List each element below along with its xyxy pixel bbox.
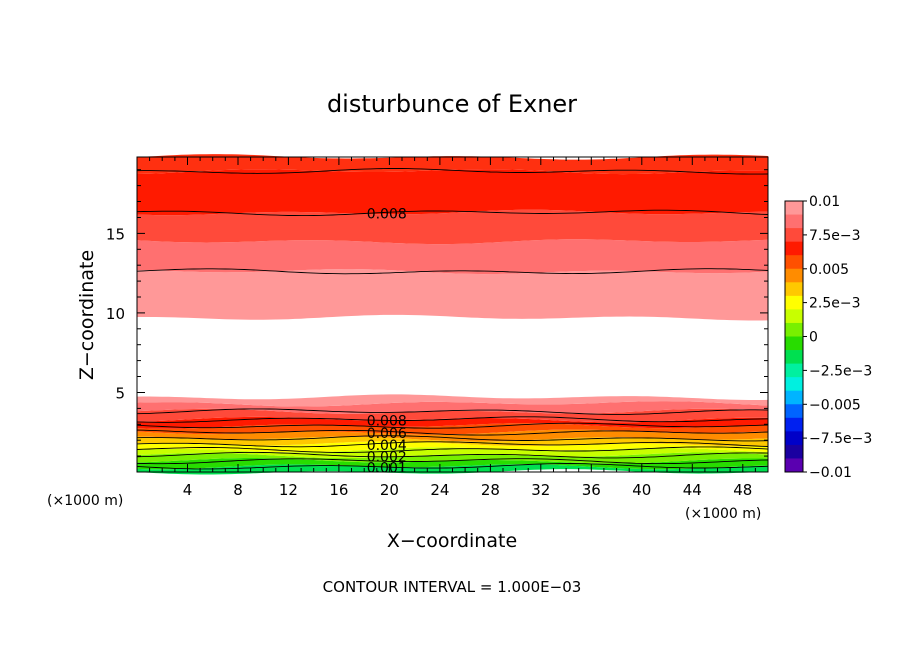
x-tick-label: 12 <box>279 481 298 499</box>
colorbar-swatch <box>785 282 803 297</box>
contour-line <box>136 422 769 429</box>
colorbar-swatch <box>785 404 803 419</box>
colorbar-swatch <box>785 322 803 337</box>
colorbar-swatch <box>785 214 803 229</box>
x-tick-label: 24 <box>430 481 449 499</box>
colorbar: 0.01 7.5e−3 0.005 2.5e−3 0 −2.5e−3 −0.005 −7.5e… <box>784 194 872 481</box>
x-tick-label: 44 <box>683 481 702 499</box>
colorbar-label: 0.005 <box>809 262 849 278</box>
x-tick-label: 32 <box>531 481 550 499</box>
contour-line <box>136 168 769 175</box>
colorbar-label: −2.5e−3 <box>809 363 872 379</box>
contour-line <box>136 268 769 275</box>
colorbar-label: −7.5e−3 <box>809 431 872 447</box>
colorbar-label: 2.5e−3 <box>809 296 861 312</box>
contour-line <box>136 429 769 436</box>
colorbar-swatch <box>785 350 803 364</box>
contour-band <box>137 452 768 464</box>
contour-band <box>137 169 768 216</box>
x-unit-left: (×1000 m) <box>47 493 123 509</box>
colorbar-swatch <box>785 458 803 473</box>
contour-band <box>137 441 768 453</box>
x-tick-label: 16 <box>329 481 348 499</box>
y-axis: 5 10 15 <box>106 169 768 457</box>
colorbar-swatch <box>785 241 803 256</box>
contour-label: 0.008 <box>367 207 407 223</box>
colorbar-swatch <box>785 417 803 432</box>
colorbar-swatch <box>785 295 803 310</box>
contour-line <box>136 408 769 415</box>
colorbar-label: 0.01 <box>809 194 840 210</box>
contour-band <box>137 394 768 407</box>
colorbar-label: −0.005 <box>809 397 861 413</box>
contour-band <box>137 429 768 442</box>
y-tick-label: 5 <box>115 385 125 403</box>
contour-label: 0.008 <box>367 414 407 430</box>
contour-label: 0.002 <box>367 449 407 465</box>
contour-line <box>136 446 769 453</box>
colorbar-label: 0 <box>809 330 818 346</box>
contour-band <box>137 154 768 175</box>
x-tick-label: 20 <box>380 481 399 499</box>
x-tick-label: 4 <box>183 481 193 499</box>
contour-line <box>136 416 769 423</box>
x-tick-label: 8 <box>233 481 243 499</box>
contour-band <box>137 408 768 423</box>
contour-line <box>136 463 769 470</box>
colorbar-swatch <box>785 363 803 378</box>
x-axis: 4 8 12 16 20 24 28 32 36 40 44 48 <box>149 157 756 499</box>
y-tick-label: 10 <box>106 305 125 323</box>
contour-line <box>136 458 769 465</box>
x-tick-label: 36 <box>582 481 601 499</box>
colorbar-label: −0.01 <box>809 465 852 481</box>
contour-band <box>137 458 768 470</box>
colorbar-swatch <box>785 336 803 351</box>
x-tick-label: 48 <box>733 481 752 499</box>
contour-label: 0.004 <box>367 438 407 454</box>
contour-band <box>137 416 768 429</box>
contour-lines <box>136 168 769 470</box>
colorbar-swatch <box>785 444 803 459</box>
contour-line <box>136 441 769 448</box>
colorbar-swatch <box>785 228 803 243</box>
x-tick-label: 40 <box>632 481 651 499</box>
colorbar-label: 7.5e−3 <box>809 228 861 244</box>
contour-band <box>137 401 768 414</box>
colorbar-swatch <box>785 255 803 270</box>
contour-band <box>137 209 768 245</box>
contour-label: 0.006 <box>367 426 407 442</box>
contour-line <box>136 451 769 459</box>
y-tick-label: 15 <box>106 225 125 243</box>
contour-line <box>136 435 769 442</box>
colorbar-swatch <box>785 201 803 215</box>
y-axis-label: Z−coordinate <box>76 250 98 380</box>
x-tick-label: 28 <box>481 481 500 499</box>
contour-interval-note: CONTOUR INTERVAL = 1.000E−03 <box>323 578 582 596</box>
colorbar-swatch <box>785 268 803 283</box>
contour-line <box>136 209 769 217</box>
contour-band <box>137 239 768 275</box>
colorbar-swatch <box>785 390 803 405</box>
x-axis-label: X−coordinate <box>387 530 517 552</box>
contour-band <box>137 269 768 321</box>
colorbar-swatch <box>785 377 803 392</box>
colorbar-swatch <box>785 431 803 446</box>
chart-title: disturbunce of Exner <box>327 90 577 118</box>
x-unit-right: (×1000 m) <box>685 506 761 522</box>
colorbar-swatch <box>785 309 803 324</box>
